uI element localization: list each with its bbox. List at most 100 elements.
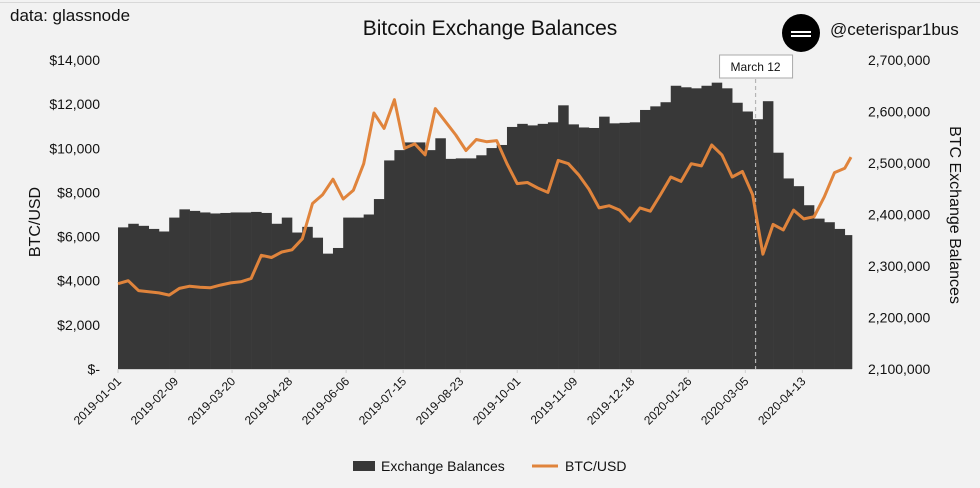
exchange-balance-bar xyxy=(517,123,528,369)
exchange-balance-bar xyxy=(332,247,344,369)
exchange-balance-bar xyxy=(506,126,518,369)
exchange-balance-bar xyxy=(425,150,436,369)
x-axis-tick-label: 2020-04-13 xyxy=(755,374,809,428)
exchange-balance-bar xyxy=(384,160,395,369)
exchange-balance-bar xyxy=(363,214,375,369)
exchange-balance-bar xyxy=(404,142,416,369)
chart-title: Bitcoin Exchange Balances xyxy=(362,17,618,40)
exchange-balance-bar xyxy=(281,217,293,369)
right-axis-tick-label: 2,300,000 xyxy=(868,258,930,274)
exchange-balance-bar xyxy=(752,119,764,369)
left-axis-tick-label: $8,000 xyxy=(57,184,100,200)
exchange-balance-bar xyxy=(486,148,498,369)
legend-label-exchange-balances: Exchange Balances xyxy=(381,458,505,474)
exchange-balance-bar xyxy=(793,186,805,369)
x-axis-tick-label: 2020-01-26 xyxy=(641,374,695,428)
exchange-balance-bar xyxy=(803,205,815,369)
left-axis-tick-label: $12,000 xyxy=(49,96,100,112)
exchange-balance-bar xyxy=(496,144,508,369)
exchange-balance-bar xyxy=(609,123,620,369)
exchange-balance-bar xyxy=(373,199,385,369)
right-axis-tick-label: 2,200,000 xyxy=(868,310,930,326)
x-axis-tick-label: 2020-03-05 xyxy=(698,374,752,428)
x-axis-tick-label: 2019-01-01 xyxy=(71,374,125,428)
left-axis-tick-label: $4,000 xyxy=(57,273,100,289)
exchange-balance-bar xyxy=(302,226,313,369)
exchange-balance-bar xyxy=(230,212,242,369)
exchange-balance-bar xyxy=(312,237,324,369)
exchange-balance-bar xyxy=(445,158,457,369)
x-axis-tick-label: 2019-08-23 xyxy=(413,374,467,428)
exchange-balance-bar xyxy=(271,223,283,369)
exchange-balance-bar xyxy=(189,210,201,369)
left-axis-tick-label: $6,000 xyxy=(57,229,100,245)
exchange-balance-bar xyxy=(476,155,487,369)
exchange-balance-bar xyxy=(322,253,334,369)
left-axis-tick-label: $2,000 xyxy=(57,317,100,333)
right-axis-tick-label: 2,500,000 xyxy=(868,155,930,171)
exchange-balance-bar xyxy=(455,158,467,369)
author-handle: @ceterispar1bus xyxy=(830,20,959,39)
legend: Exchange Balances BTC/USD xyxy=(353,458,626,474)
exchange-balance-bar xyxy=(680,87,692,370)
legend-swatch-exchange-balances xyxy=(353,461,375,471)
top-border xyxy=(0,2,980,3)
exchange-balance-bar xyxy=(640,109,651,369)
exchange-balance-bar xyxy=(138,225,150,369)
exchange-balance-bar xyxy=(814,218,825,369)
exchange-balance-bar xyxy=(701,85,712,369)
exchange-balance-bar xyxy=(537,123,549,369)
x-axis-tick-label: 2019-02-09 xyxy=(128,374,182,428)
x-axis-tick-label: 2019-04-28 xyxy=(242,374,296,428)
left-axis-tick-label: $10,000 xyxy=(49,140,100,156)
exchange-balance-bar xyxy=(742,111,753,369)
right-axis-tick-label: 2,400,000 xyxy=(868,207,930,223)
exchange-balance-bar xyxy=(711,82,723,369)
exchange-balance-bar xyxy=(435,138,446,369)
right-axis-tick-label: 2,100,000 xyxy=(868,361,930,377)
x-axis-tick-label: 2019-06-06 xyxy=(299,374,353,428)
x-axis-tick-label: 2019-07-15 xyxy=(356,374,410,428)
exchange-balance-bar xyxy=(118,227,129,369)
exchange-balance-bar xyxy=(568,124,579,369)
exchange-balance-bar xyxy=(148,228,160,369)
legend-label-btc-usd: BTC/USD xyxy=(565,458,626,474)
exchange-balance-bar xyxy=(179,209,190,369)
exchange-balance-bar xyxy=(691,88,702,369)
exchange-balance-bar xyxy=(527,125,538,369)
exchange-balance-bar xyxy=(588,127,600,369)
left-axis-tick-label: $- xyxy=(88,361,101,377)
exchange-balance-bar xyxy=(210,213,221,369)
exchange-balance-bar xyxy=(353,217,364,369)
exchange-balance-bar xyxy=(261,212,272,369)
march-12-annotation: March 12 xyxy=(719,54,794,79)
right-axis-title: BTC Exchange Balances xyxy=(946,126,963,304)
exchange-balance-bars xyxy=(118,82,853,370)
circle-double-line-logo xyxy=(782,14,820,52)
exchange-balance-bar xyxy=(414,142,426,369)
x-axis-tick-label: 2019-10-01 xyxy=(470,374,524,428)
exchange-balance-bar xyxy=(721,88,733,369)
exchange-balance-bar xyxy=(599,116,610,370)
exchange-balance-bar xyxy=(220,212,231,369)
exchange-balance-bar xyxy=(834,228,846,369)
exchange-balance-bar xyxy=(578,127,590,369)
left-axis-tick-label: $14,000 xyxy=(49,52,100,68)
exchange-balance-bar xyxy=(629,122,641,369)
data-source-label: data: glassnode xyxy=(10,6,131,25)
exchange-balance-bar xyxy=(619,122,631,369)
exchange-balance-bar xyxy=(660,102,672,369)
exchange-balance-bar xyxy=(199,212,211,369)
exchange-balance-bar xyxy=(240,212,252,369)
exchange-balance-bar xyxy=(650,106,661,369)
exchange-balance-bar xyxy=(773,152,784,369)
exchange-balance-bar xyxy=(158,231,170,369)
exchange-balance-bar xyxy=(558,105,569,369)
exchange-balance-bar xyxy=(824,222,835,369)
x-axis-tick-label: 2019-03-20 xyxy=(185,374,239,428)
right-axis-tick-label: 2,700,000 xyxy=(868,52,930,68)
exchange-balance-bar xyxy=(128,223,139,369)
exchange-balance-bar xyxy=(670,85,682,369)
exchange-balance-bar xyxy=(844,235,853,369)
exchange-balance-bar xyxy=(783,178,794,369)
